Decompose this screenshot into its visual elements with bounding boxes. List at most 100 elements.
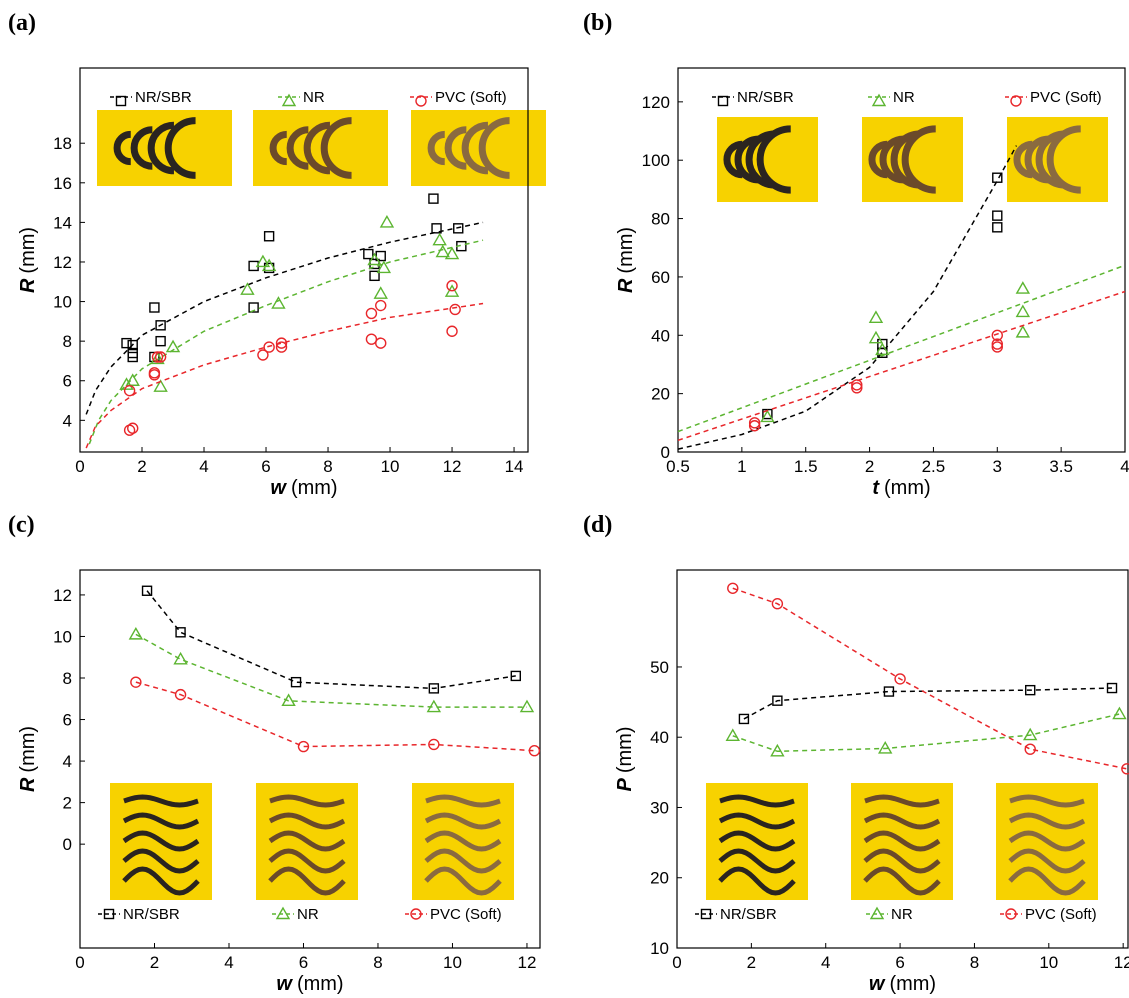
- triangle-marker: [128, 626, 144, 640]
- dashed-line: [85, 302, 484, 449]
- triangle-marker: [875, 342, 890, 356]
- square-marker: [263, 231, 275, 242]
- photo-strip: [444, 126, 467, 170]
- circle-marker: [446, 280, 458, 292]
- square-marker: [1025, 684, 1036, 696]
- photo-strip: [1013, 140, 1033, 179]
- photo-strip: [427, 130, 446, 166]
- x-tick-label: 4: [199, 457, 208, 476]
- y-tick-label: 10: [53, 627, 72, 646]
- triangle-marker: [261, 258, 277, 272]
- square-marker: [431, 223, 442, 234]
- triangle-marker: [173, 651, 188, 665]
- x-label-symbol: w: [270, 477, 287, 499]
- dashed-line: [88, 239, 484, 445]
- square-marker: [121, 337, 132, 349]
- photo-strip: [863, 812, 941, 830]
- circle-marker: [1010, 95, 1022, 107]
- x-tick-label: 2: [150, 953, 159, 972]
- circle-marker: [275, 341, 288, 353]
- square-marker: [992, 210, 1003, 221]
- y-tick-label: 0: [63, 835, 72, 854]
- y-label-symbol: P: [614, 777, 636, 791]
- circle-marker: [991, 329, 1003, 341]
- square-marker: [510, 670, 521, 682]
- legend-label: PVC (Soft): [1025, 906, 1097, 923]
- y-tick-label: 100: [642, 151, 670, 170]
- y-tick-label: 40: [650, 728, 669, 747]
- photo-strip: [864, 794, 940, 808]
- triangle-marker: [150, 351, 165, 365]
- panel-label: (c): [8, 512, 35, 538]
- circle-marker: [528, 744, 541, 757]
- circle-marker: [748, 417, 761, 429]
- x-tick-label: 12: [1114, 953, 1129, 972]
- y-tick-label: 120: [642, 93, 670, 112]
- square-marker: [369, 270, 380, 282]
- photo-strip: [123, 794, 199, 808]
- legend-label: NR/SBR: [720, 906, 777, 923]
- x-tick-label: 4: [1120, 457, 1129, 476]
- circle-marker: [365, 307, 378, 320]
- y-tick-label: 30: [650, 798, 669, 817]
- square-marker: [175, 627, 186, 638]
- square-marker: [762, 408, 773, 420]
- square-marker: [103, 908, 115, 920]
- photo-strip: [122, 812, 200, 830]
- dashed-line: [732, 587, 1128, 770]
- y-tick-label: 18: [53, 134, 72, 153]
- photo-strip: [113, 130, 132, 166]
- circle-marker: [991, 338, 1003, 350]
- legend-label: NR: [303, 89, 325, 106]
- triangle-marker: [240, 282, 255, 295]
- x-label-symbol: w: [869, 973, 886, 995]
- photo-strip: [1008, 812, 1086, 830]
- circle-marker: [130, 676, 142, 688]
- plot-frame: [79, 569, 541, 949]
- y-label-symbol: R: [17, 777, 39, 792]
- legend-label: PVC (Soft): [435, 89, 507, 106]
- y-label-unit: (mm): [614, 727, 636, 774]
- triangle-marker: [432, 232, 447, 246]
- circle-marker: [449, 303, 461, 316]
- triangle-marker: [275, 906, 291, 920]
- x-tick-label: 10: [443, 953, 462, 972]
- y-tick-label: 6: [63, 711, 72, 730]
- panel-label: (b): [583, 10, 612, 36]
- photo-strip: [718, 866, 796, 896]
- square-marker: [155, 335, 166, 347]
- photo-strip: [863, 866, 941, 896]
- photo-strip: [286, 126, 309, 170]
- y-tick-label: 8: [63, 332, 72, 351]
- triangle-marker: [1112, 706, 1127, 720]
- circle-marker: [275, 337, 288, 349]
- triangle-marker: [444, 246, 460, 260]
- square-marker: [248, 302, 259, 313]
- photo-strip: [718, 848, 796, 874]
- y-tick-label: 12: [53, 586, 72, 605]
- circle-marker: [727, 582, 739, 594]
- triangle-marker: [878, 741, 893, 754]
- triangle-marker: [868, 330, 884, 344]
- x-label-symbol: t: [872, 477, 880, 499]
- triangle-marker: [281, 693, 296, 707]
- y-tick-label: 4: [63, 752, 72, 771]
- photo-strip: [269, 130, 288, 166]
- photo-strip: [303, 121, 331, 175]
- panel-label: (d): [583, 512, 612, 538]
- x-tick-label: 4: [224, 953, 233, 972]
- legend-label: NR/SBR: [135, 89, 192, 106]
- x-axis-label: w (mm): [869, 973, 936, 995]
- panel-label: (a): [8, 10, 36, 36]
- y-tick-label: 2: [63, 794, 72, 813]
- square-marker: [992, 222, 1003, 233]
- photo-strip: [268, 830, 346, 852]
- square-marker: [772, 695, 783, 706]
- square-marker: [290, 676, 302, 688]
- square-marker: [883, 686, 895, 697]
- y-tick-label: 16: [53, 174, 72, 193]
- x-tick-label: 8: [970, 953, 979, 972]
- x-label-unit: (mm): [889, 973, 936, 995]
- circle-marker: [1005, 908, 1017, 920]
